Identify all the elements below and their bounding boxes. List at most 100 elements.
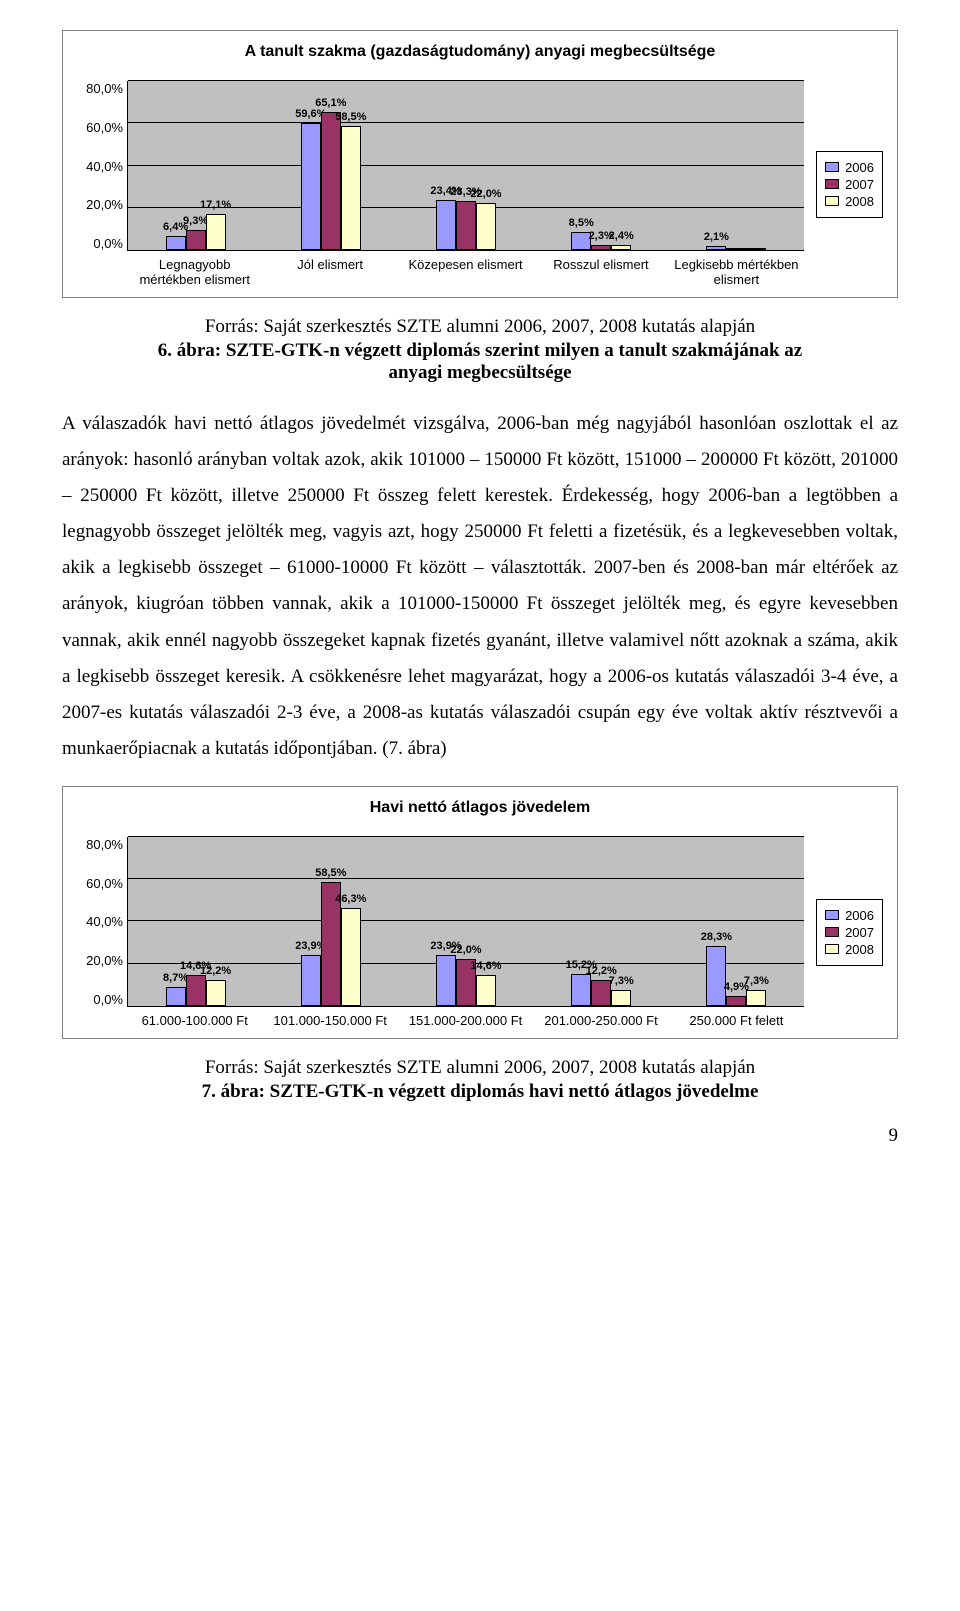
bar-value-label: 7,3% xyxy=(744,975,769,987)
caption1-line2: anyagi megbecsültsége xyxy=(388,362,571,383)
chart2-xlabels: 61.000-100.000 Ft101.000-150.000 Ft151.0… xyxy=(127,1013,804,1028)
bar-group: 6,4%9,3%17,1% xyxy=(166,214,226,250)
ytick-label: 80,0% xyxy=(77,81,123,96)
bar-group: 15,2%12,2%7,3% xyxy=(571,974,631,1006)
legend-item: 2008 xyxy=(825,194,874,209)
bar-value-label: 12,2% xyxy=(200,965,231,977)
chart2-source: Forrás: Saját szerkesztés SZTE alumni 20… xyxy=(62,1057,898,1079)
legend-swatch xyxy=(825,179,839,189)
chart1-legend: 2006 2007 2008 xyxy=(816,151,883,218)
chart2-frame: Havi nettó átlagos jövedelem 80,0%60,0%4… xyxy=(62,786,898,1039)
xlabel: 201.000-250.000 Ft xyxy=(533,1013,668,1028)
bar: 23,3% xyxy=(456,201,476,251)
legend-item: 2006 xyxy=(825,908,874,923)
chart1-plot: 6,4%9,3%17,1%59,6%65,1%58,5%23,4%23,3%22… xyxy=(127,81,804,251)
xlabel: 250.000 Ft felett xyxy=(669,1013,804,1028)
bar-value-label: 8,5% xyxy=(569,217,594,229)
xlabel: Legkisebb mértékben elismert xyxy=(669,257,804,287)
xlabel: Rosszul elismert xyxy=(533,257,668,287)
legend-label: 2006 xyxy=(845,908,874,923)
bar xyxy=(726,248,746,250)
chart1-title: A tanult szakma (gazdaságtudomány) anyag… xyxy=(77,43,883,61)
page: A tanult szakma (gazdaságtudomány) anyag… xyxy=(0,0,960,1187)
bar-value-label: 14,6% xyxy=(470,960,501,972)
bar xyxy=(746,248,766,250)
bar-value-label: 58,5% xyxy=(335,111,366,123)
xlabel: 61.000-100.000 Ft xyxy=(127,1013,262,1028)
bar-value-label: 7,3% xyxy=(609,975,634,987)
bar-group: 59,6%65,1%58,5% xyxy=(301,112,361,250)
chart2-yaxis: 80,0%60,0%40,0%20,0%0,0% xyxy=(77,837,127,1007)
legend-label: 2006 xyxy=(845,160,874,175)
bar-value-label: 46,3% xyxy=(335,893,366,905)
body-paragraph: A válaszadók havi nettó átlagos jövedelm… xyxy=(62,406,898,767)
chart2-plotcol: 8,7%14,6%12,2%23,9%58,5%46,3%23,9%22,0%1… xyxy=(127,837,804,1028)
legend-item: 2008 xyxy=(825,942,874,957)
bar: 58,5% xyxy=(341,126,361,250)
bar: 22,0% xyxy=(476,203,496,250)
bar: 65,1% xyxy=(321,112,341,250)
legend-label: 2007 xyxy=(845,177,874,192)
ytick-label: 20,0% xyxy=(77,197,123,212)
bar-value-label: 2,1% xyxy=(704,231,729,243)
legend-swatch xyxy=(825,196,839,206)
bar: 9,3% xyxy=(186,230,206,250)
bar: 59,6% xyxy=(301,123,321,250)
legend-swatch xyxy=(825,944,839,954)
bar: 2,1% xyxy=(706,246,726,250)
ytick-label: 0,0% xyxy=(77,992,123,1007)
bar-value-label: 65,1% xyxy=(315,97,346,109)
bar: 15,2% xyxy=(571,974,591,1006)
bar-value-label: 8,7% xyxy=(163,972,188,984)
xlabel: Legnagyobb mértékben elismert xyxy=(127,257,262,287)
legend-item: 2006 xyxy=(825,160,874,175)
bar-value-label: 2,4% xyxy=(609,230,634,242)
xlabel: Jól elismert xyxy=(262,257,397,287)
bar: 12,2% xyxy=(206,980,226,1006)
legend-swatch xyxy=(825,927,839,937)
bar-value-label: 22,0% xyxy=(450,944,481,956)
bar: 8,7% xyxy=(166,987,186,1005)
bar-group: 28,3%4,9%7,3% xyxy=(706,946,766,1006)
bar: 7,3% xyxy=(611,990,631,1006)
ytick-label: 40,0% xyxy=(77,914,123,929)
bar: 7,3% xyxy=(746,990,766,1006)
chart1-caption: 6. ábra: SZTE-GTK-n végzett diplomás sze… xyxy=(62,340,898,384)
bar-value-label: 9,3% xyxy=(183,215,208,227)
legend-swatch xyxy=(825,162,839,172)
legend-label: 2007 xyxy=(845,925,874,940)
bar: 23,4% xyxy=(436,200,456,250)
ytick-label: 40,0% xyxy=(77,159,123,174)
bar-group: 2,1% xyxy=(706,246,766,250)
ytick-label: 80,0% xyxy=(77,837,123,852)
caption1-line1: 6. ábra: SZTE-GTK-n végzett diplomás sze… xyxy=(158,340,802,361)
bar-value-label: 28,3% xyxy=(701,931,732,943)
legend-item: 2007 xyxy=(825,177,874,192)
chart1-plotcol: 6,4%9,3%17,1%59,6%65,1%58,5%23,4%23,3%22… xyxy=(127,81,804,287)
bar-group: 8,7%14,6%12,2% xyxy=(166,975,226,1006)
legend-item: 2007 xyxy=(825,925,874,940)
bar-value-label: 17,1% xyxy=(200,199,231,211)
ytick-label: 20,0% xyxy=(77,953,123,968)
bar: 14,6% xyxy=(186,975,206,1006)
bar: 28,3% xyxy=(706,946,726,1006)
bar-group: 23,9%58,5%46,3% xyxy=(301,882,361,1006)
chart1-frame: A tanult szakma (gazdaságtudomány) anyag… xyxy=(62,30,898,298)
bar: 46,3% xyxy=(341,908,361,1006)
bar: 4,9% xyxy=(726,996,746,1006)
bar: 2,4% xyxy=(611,245,631,250)
chart1-xlabels: Legnagyobb mértékben elismertJól elismer… xyxy=(127,257,804,287)
bar-group: 23,9%22,0%14,6% xyxy=(436,955,496,1006)
xlabel: Közepesen elismert xyxy=(398,257,533,287)
bar-group: 8,5%2,3%2,4% xyxy=(571,232,631,250)
chart2-legend: 2006 2007 2008 xyxy=(816,899,883,966)
bar: 17,1% xyxy=(206,214,226,250)
legend-label: 2008 xyxy=(845,194,874,209)
ytick-label: 0,0% xyxy=(77,236,123,251)
chart1-yaxis: 80,0% 60,0% 40,0% 20,0% 0,0% xyxy=(77,81,127,251)
bar: 23,9% xyxy=(301,955,321,1006)
bar-value-label: 58,5% xyxy=(315,867,346,879)
bar: 2,3% xyxy=(591,245,611,250)
chart1-source: Forrás: Saját szerkesztés SZTE alumni 20… xyxy=(62,316,898,338)
ytick-label: 60,0% xyxy=(77,120,123,135)
